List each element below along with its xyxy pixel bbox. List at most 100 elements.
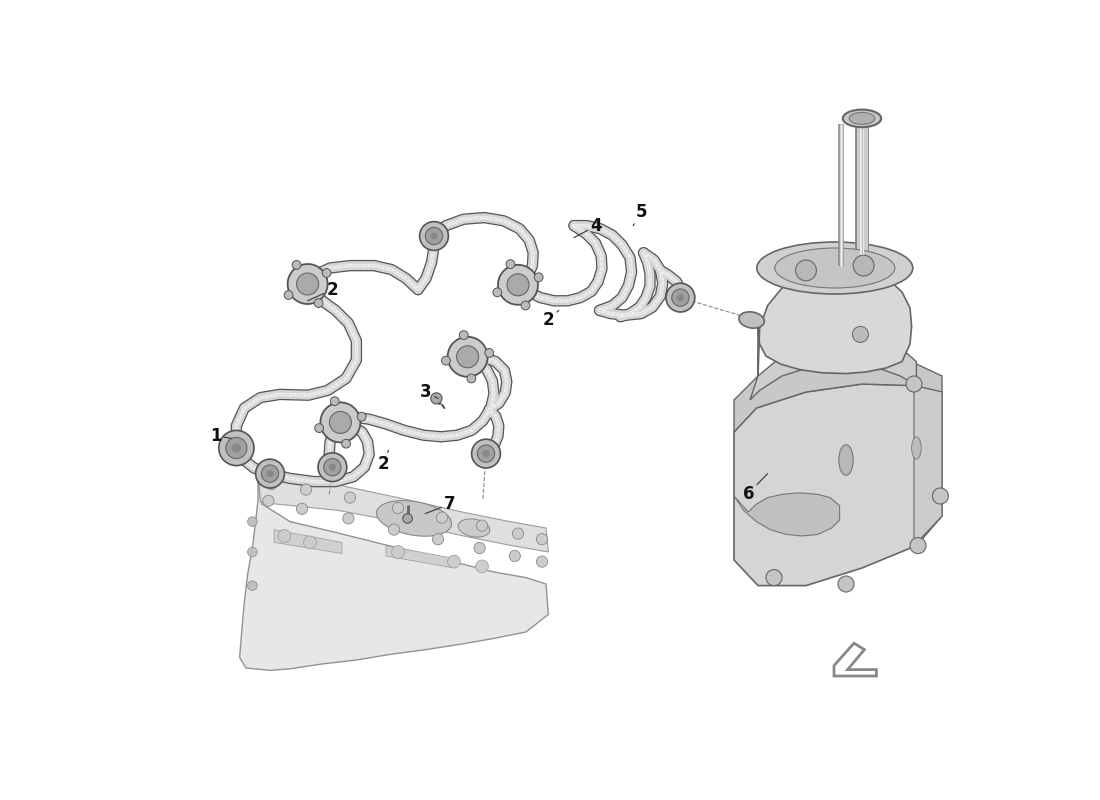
Circle shape: [232, 443, 241, 452]
Circle shape: [431, 393, 442, 404]
Circle shape: [910, 538, 926, 554]
Polygon shape: [274, 530, 342, 554]
Text: 5: 5: [634, 203, 647, 226]
Circle shape: [430, 232, 438, 240]
Circle shape: [485, 349, 494, 358]
Circle shape: [906, 376, 922, 392]
Circle shape: [933, 488, 948, 504]
Text: 6: 6: [742, 474, 768, 502]
Circle shape: [393, 502, 404, 514]
Circle shape: [838, 576, 854, 592]
Ellipse shape: [774, 248, 894, 288]
Circle shape: [468, 374, 476, 383]
Polygon shape: [734, 384, 942, 586]
Circle shape: [852, 326, 868, 342]
Circle shape: [315, 298, 323, 307]
Ellipse shape: [843, 110, 881, 127]
Circle shape: [766, 570, 782, 586]
Text: 2: 2: [308, 281, 338, 301]
Circle shape: [329, 463, 336, 470]
Circle shape: [322, 269, 331, 278]
Circle shape: [248, 517, 257, 526]
Circle shape: [297, 273, 319, 295]
Circle shape: [323, 458, 341, 476]
Ellipse shape: [739, 312, 764, 328]
Circle shape: [248, 581, 257, 590]
Circle shape: [666, 283, 695, 312]
Text: 2: 2: [377, 450, 389, 473]
Circle shape: [358, 412, 366, 421]
Polygon shape: [240, 476, 549, 670]
Circle shape: [266, 478, 277, 490]
Circle shape: [344, 492, 355, 503]
Circle shape: [263, 495, 274, 506]
Ellipse shape: [757, 242, 913, 294]
Circle shape: [403, 514, 412, 523]
Circle shape: [854, 255, 874, 276]
Circle shape: [437, 512, 448, 523]
Polygon shape: [750, 338, 916, 400]
Circle shape: [262, 465, 278, 482]
Polygon shape: [734, 358, 942, 432]
Circle shape: [318, 453, 346, 482]
Circle shape: [248, 547, 257, 557]
Ellipse shape: [287, 264, 328, 304]
Circle shape: [330, 397, 339, 406]
Circle shape: [493, 288, 502, 297]
Ellipse shape: [320, 402, 361, 442]
Circle shape: [475, 560, 488, 573]
Ellipse shape: [498, 265, 538, 305]
Circle shape: [304, 536, 317, 549]
Circle shape: [255, 459, 285, 488]
Circle shape: [676, 294, 684, 302]
Circle shape: [460, 330, 469, 339]
Polygon shape: [258, 476, 549, 552]
Text: 3: 3: [420, 383, 438, 401]
Circle shape: [513, 528, 524, 539]
Circle shape: [456, 346, 478, 368]
Circle shape: [483, 450, 490, 458]
Ellipse shape: [912, 437, 921, 459]
Circle shape: [507, 274, 529, 296]
Circle shape: [537, 534, 548, 545]
Text: 7: 7: [426, 495, 455, 514]
Circle shape: [266, 470, 274, 477]
Circle shape: [795, 260, 816, 281]
Circle shape: [472, 439, 500, 468]
Circle shape: [509, 550, 520, 562]
Circle shape: [535, 273, 543, 282]
Circle shape: [426, 227, 442, 245]
Circle shape: [521, 301, 530, 310]
Ellipse shape: [849, 112, 875, 124]
Circle shape: [506, 260, 515, 269]
Text: 4: 4: [574, 217, 602, 238]
Circle shape: [476, 520, 487, 531]
Text: 2: 2: [542, 310, 559, 329]
Circle shape: [296, 503, 308, 514]
Text: 1: 1: [210, 427, 232, 445]
Circle shape: [284, 290, 293, 299]
Circle shape: [474, 542, 485, 554]
Circle shape: [448, 555, 461, 568]
Circle shape: [392, 546, 405, 558]
Polygon shape: [914, 386, 942, 546]
Circle shape: [342, 439, 351, 448]
Circle shape: [226, 438, 248, 458]
Circle shape: [537, 556, 548, 567]
Circle shape: [672, 289, 689, 306]
Polygon shape: [734, 493, 839, 536]
Circle shape: [419, 222, 449, 250]
Polygon shape: [758, 267, 912, 376]
Ellipse shape: [839, 445, 854, 475]
Ellipse shape: [376, 501, 451, 536]
Circle shape: [441, 356, 450, 365]
Circle shape: [329, 411, 351, 434]
Ellipse shape: [448, 337, 487, 377]
Circle shape: [278, 530, 290, 542]
Circle shape: [315, 424, 323, 433]
Circle shape: [432, 534, 443, 545]
Circle shape: [343, 513, 354, 524]
Ellipse shape: [459, 519, 490, 537]
Circle shape: [293, 261, 301, 270]
Circle shape: [300, 484, 311, 495]
